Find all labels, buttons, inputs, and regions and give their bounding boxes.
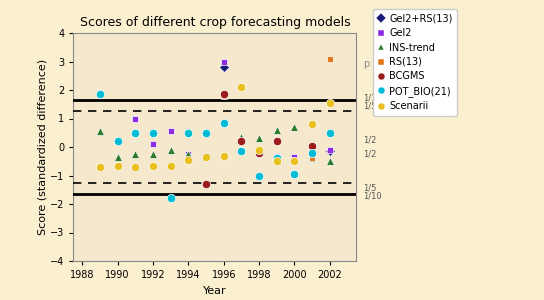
- Text: 1/5: 1/5: [363, 184, 376, 193]
- Text: 1/2: 1/2: [363, 150, 376, 159]
- Text: 1/10: 1/10: [363, 94, 381, 103]
- Text: p: p: [363, 59, 369, 69]
- X-axis label: Year: Year: [203, 286, 227, 296]
- Legend: Gel2+RS(13), Gel2, INS-trend, RS(13), BCGMS, POT_BIO(21), Scenarii: Gel2+RS(13), Gel2, INS-trend, RS(13), BC…: [373, 9, 458, 116]
- Title: Scores of different crop forecasting models: Scores of different crop forecasting mod…: [79, 16, 350, 29]
- Text: 1/10: 1/10: [363, 191, 381, 200]
- Text: 1/2: 1/2: [363, 135, 376, 144]
- Text: 1/5: 1/5: [363, 101, 376, 110]
- Y-axis label: Score (standardized difference): Score (standardized difference): [37, 59, 47, 235]
